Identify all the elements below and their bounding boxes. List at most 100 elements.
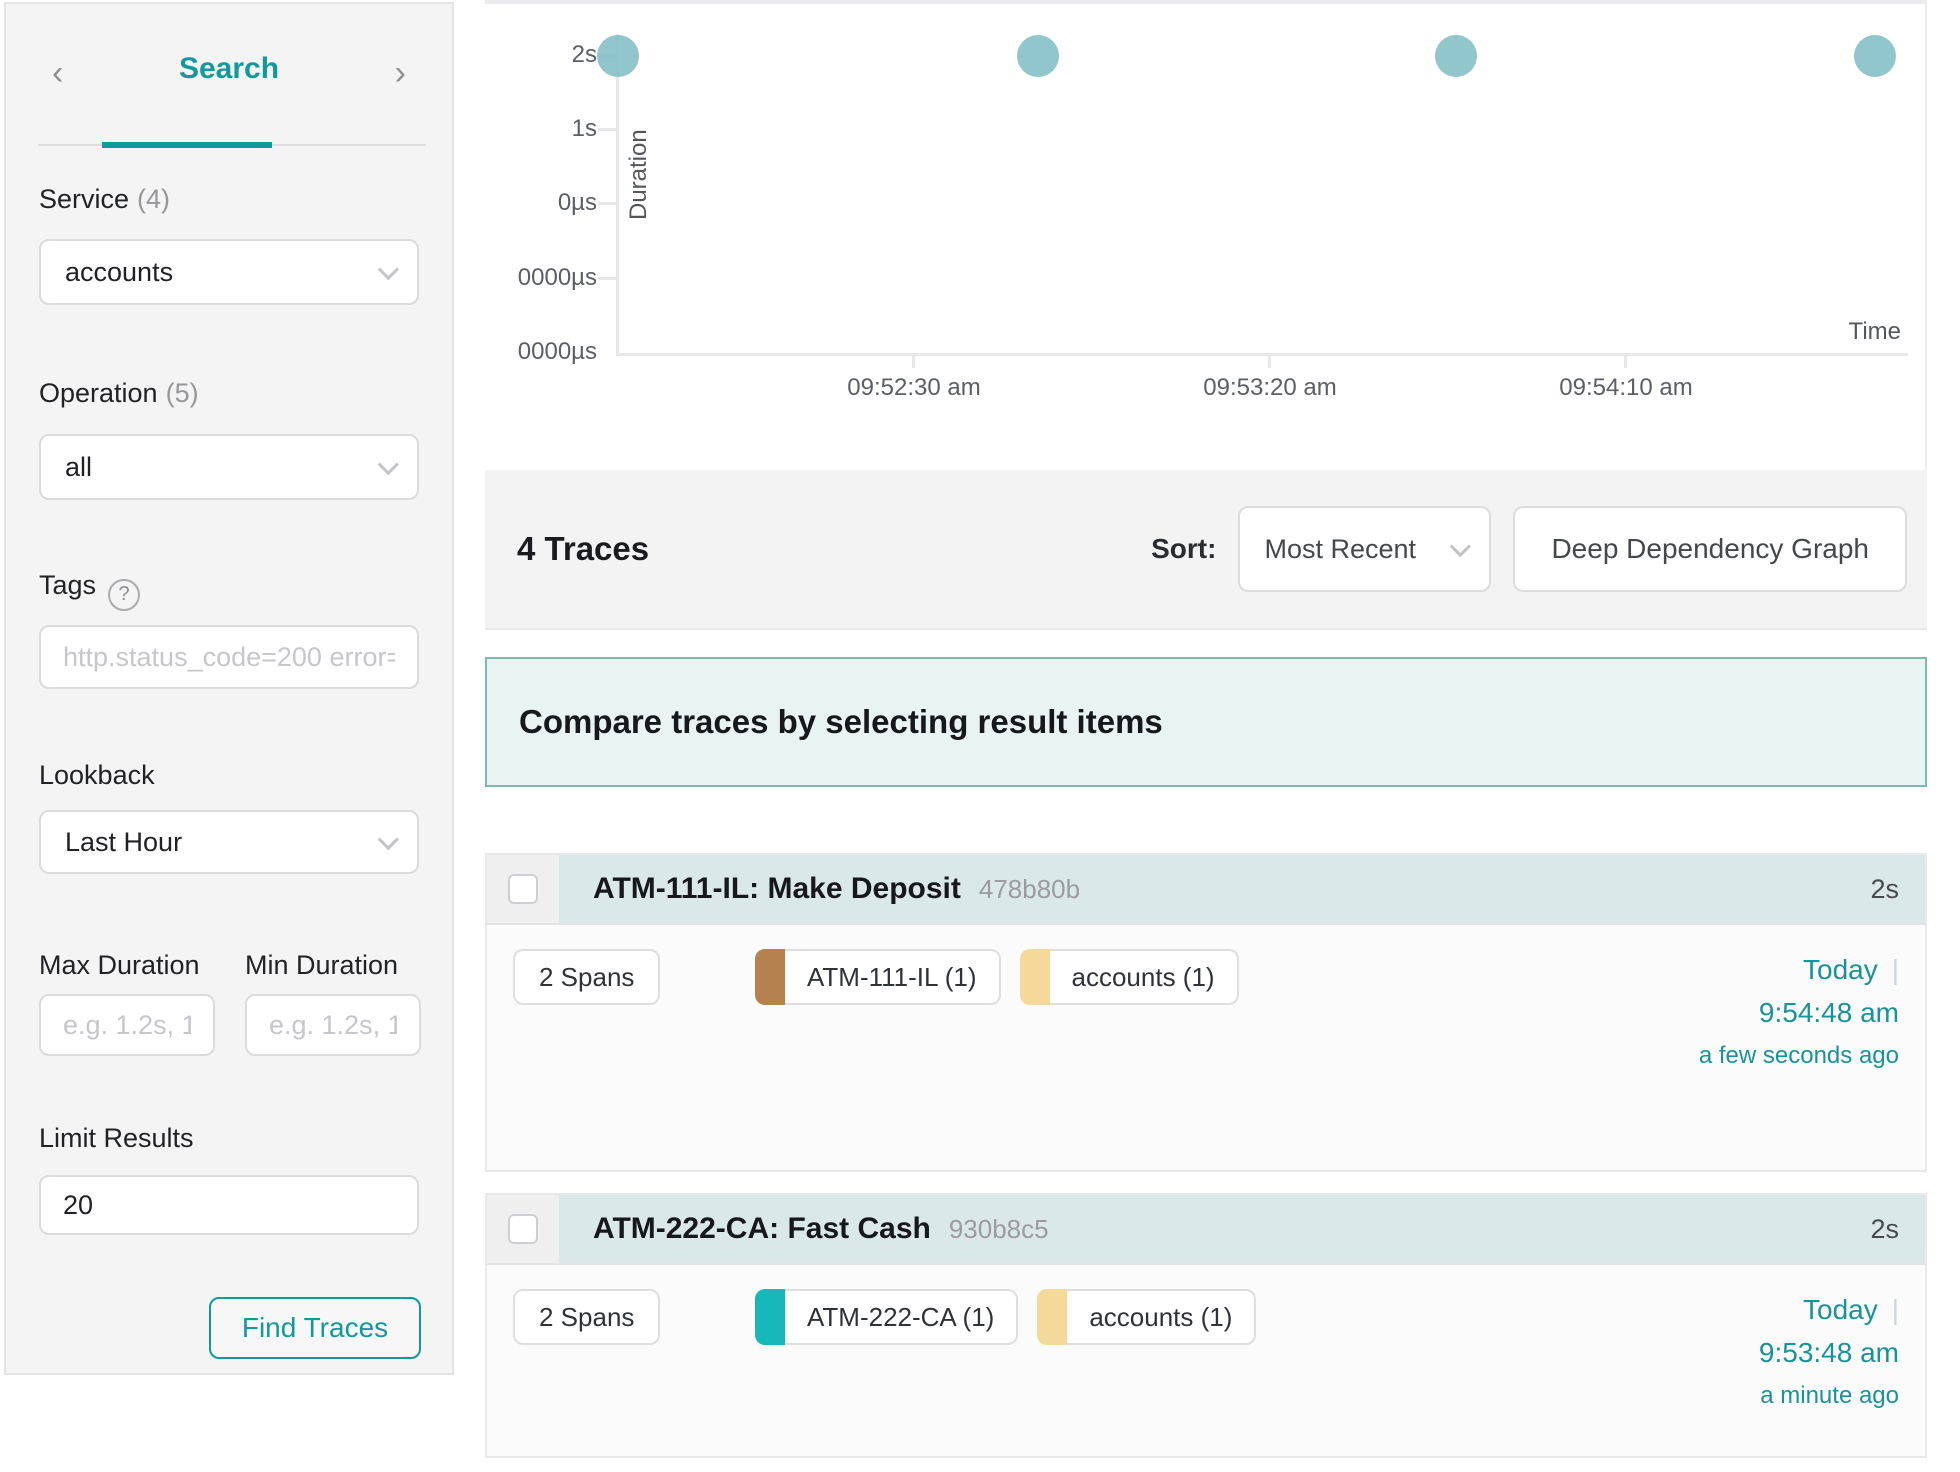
operation-select-value: all xyxy=(65,451,93,482)
trace-duration: 2s xyxy=(1870,873,1899,904)
trace-result-card: ATM-222-CA: Fast Cash 930b8c5 2s 2 Spans… xyxy=(485,1193,1927,1458)
trace-date-text: Today xyxy=(1803,954,1878,985)
x-tick xyxy=(1624,353,1627,368)
service-label-text: Service xyxy=(39,184,130,214)
limit-results-input[interactable] xyxy=(39,1175,419,1235)
help-icon[interactable]: ? xyxy=(108,578,141,611)
trace-count: 4 Traces xyxy=(517,530,650,567)
trace-id: 930b8c5 xyxy=(948,1213,1049,1244)
find-traces-button[interactable]: Find Traces xyxy=(209,1297,421,1359)
operation-select[interactable]: all xyxy=(39,434,419,500)
date-time-separator: | xyxy=(1891,954,1899,985)
trace-relative-time: a minute ago xyxy=(1760,1382,1899,1409)
service-chip-label: ATM-111-IL (1) xyxy=(785,949,1001,1005)
chevron-down-icon xyxy=(377,453,399,475)
checkbox-strip xyxy=(487,1195,559,1263)
x-axis-line xyxy=(616,353,1908,356)
x-axis-title: Time xyxy=(1848,318,1901,345)
y-tick-label: 2s xyxy=(571,41,597,68)
trace-scatter-point[interactable] xyxy=(597,35,639,77)
checkbox-strip xyxy=(487,855,559,923)
trace-scatter-point[interactable] xyxy=(1854,35,1896,77)
trace-card-body: 2 Spans ATM-111-IL (1) accounts (1) Toda… xyxy=(487,925,1925,1170)
service-chips: ATM-111-IL (1) accounts (1) xyxy=(755,949,1239,1005)
min-duration-label-text: Min Duration xyxy=(245,950,399,980)
trace-scatter-point[interactable] xyxy=(1435,35,1477,77)
trace-title: ATM-111-IL: Make Deposit xyxy=(593,872,961,905)
lookback-select[interactable]: Last Hour xyxy=(39,810,419,874)
y-tick xyxy=(598,277,617,280)
trace-date-text: Today xyxy=(1803,1294,1878,1325)
max-duration-label: Max Duration xyxy=(39,950,200,981)
y-tick xyxy=(598,202,617,205)
tab-search[interactable]: Search xyxy=(178,52,280,85)
service-color-swatch xyxy=(755,1289,785,1345)
x-tick xyxy=(1268,353,1271,368)
deep-dependency-graph-button[interactable]: Deep Dependency Graph xyxy=(1513,506,1907,592)
trace-card-body: 2 Spans ATM-222-CA (1) accounts (1) Toda… xyxy=(487,1265,1925,1456)
trace-scatter-chart: 2s 1s 0µs 0000µs 0000µs 09:52:30 am 09:5… xyxy=(485,0,1927,470)
limit-results-label: Limit Results xyxy=(39,1123,194,1154)
min-duration-input[interactable] xyxy=(245,994,421,1056)
trace-select-checkbox[interactable] xyxy=(508,874,538,904)
sort-label: Sort: xyxy=(1151,533,1217,564)
service-select[interactable]: accounts xyxy=(39,239,419,305)
trace-select-checkbox[interactable] xyxy=(508,1214,538,1244)
trace-header-main: ATM-222-CA: Fast Cash 930b8c5 2s xyxy=(559,1195,1925,1263)
operation-label-text: Operation xyxy=(39,378,158,408)
chevron-right-icon[interactable]: › xyxy=(394,54,406,92)
span-count-badge: 2 Spans xyxy=(513,1289,661,1345)
operation-label: Operation (5) xyxy=(39,378,199,409)
trace-timestamps: Today | 9:54:48 am a few seconds ago xyxy=(1689,949,1899,1077)
x-tick-label: 09:53:20 am xyxy=(1203,374,1337,401)
max-duration-input[interactable] xyxy=(39,994,215,1056)
y-tick-label: 0000µs xyxy=(517,338,597,365)
trace-card-header[interactable]: ATM-111-IL: Make Deposit 478b80b 2s xyxy=(487,855,1925,925)
compare-banner: Compare traces by selecting result items xyxy=(485,657,1927,787)
sort-select-value: Most Recent xyxy=(1264,533,1417,564)
trace-scatter-point[interactable] xyxy=(1017,35,1059,77)
service-chip: ATM-222-CA (1) xyxy=(755,1289,1019,1345)
service-chip: accounts (1) xyxy=(1037,1289,1257,1345)
trace-card-header[interactable]: ATM-222-CA: Fast Cash 930b8c5 2s xyxy=(487,1195,1925,1265)
search-sidebar: ‹ Search › Service (4) accounts Operation… xyxy=(4,2,454,1375)
sidebar-tab-bar: ‹ Search › xyxy=(6,4,452,148)
chevron-down-icon xyxy=(377,828,399,850)
y-tick-label: 1s xyxy=(571,115,597,142)
service-color-swatch xyxy=(1037,1289,1068,1345)
trace-time: 9:54:48 am xyxy=(1758,997,1899,1028)
trace-id: 478b80b xyxy=(978,873,1081,904)
service-color-swatch xyxy=(755,949,785,1005)
service-select-value: accounts xyxy=(65,256,174,287)
trace-title: ATM-222-CA: Fast Cash xyxy=(593,1212,931,1245)
lookback-label-text: Lookback xyxy=(39,760,155,790)
date-time-separator: | xyxy=(1891,1294,1899,1325)
trace-date: Today | xyxy=(1689,1289,1899,1331)
chevron-down-icon xyxy=(1450,535,1472,557)
y-tick-label: 0µs xyxy=(557,189,597,216)
x-tick-label: 09:52:30 am xyxy=(847,374,981,401)
y-tick-label: 0000µs xyxy=(517,264,597,291)
y-tick xyxy=(598,128,617,131)
span-count-badge: 2 Spans xyxy=(513,949,661,1005)
service-chip-label: accounts (1) xyxy=(1049,949,1239,1005)
service-count: (4) xyxy=(137,184,171,214)
min-duration-label: Min Duration xyxy=(245,950,398,981)
limit-results-label-text: Limit Results xyxy=(39,1123,194,1153)
trace-header-main: ATM-111-IL: Make Deposit 478b80b 2s xyxy=(559,855,1925,923)
tags-input[interactable] xyxy=(39,625,419,689)
y-axis-title: Duration xyxy=(625,129,652,220)
trace-relative-time: a few seconds ago xyxy=(1698,1042,1899,1069)
chevron-left-icon[interactable]: ‹ xyxy=(52,54,64,92)
trace-result-card: ATM-111-IL: Make Deposit 478b80b 2s 2 Sp… xyxy=(485,853,1927,1172)
service-chip-label: ATM-222-CA (1) xyxy=(785,1289,1019,1345)
trace-date: Today | xyxy=(1689,949,1899,991)
service-label: Service (4) xyxy=(39,184,170,215)
service-chip: accounts (1) xyxy=(1019,949,1239,1005)
x-tick xyxy=(912,353,915,368)
active-tab-underline xyxy=(102,142,272,148)
results-header-bar: 4 Traces Sort: Most Recent Deep Dependen… xyxy=(485,470,1927,630)
y-axis-line xyxy=(616,34,619,356)
sort-select[interactable]: Most Recent xyxy=(1238,506,1492,592)
trace-time: 9:53:48 am xyxy=(1758,1337,1899,1368)
